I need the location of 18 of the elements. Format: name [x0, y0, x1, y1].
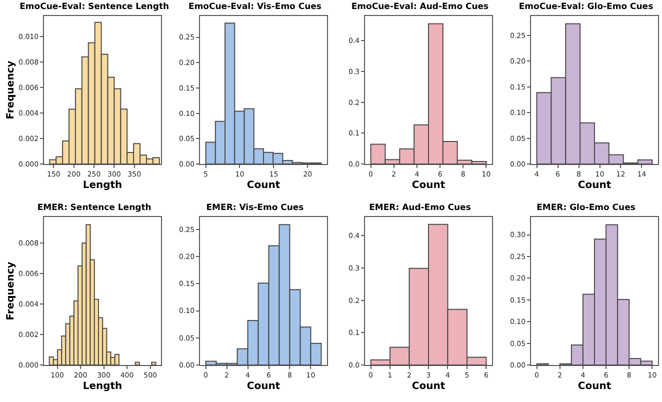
- x-axis-title: Count: [577, 180, 611, 191]
- x-axis-title: Count: [412, 180, 446, 191]
- chart-title: EmoCue-Eval: Sentence Length: [20, 2, 170, 12]
- x-axis-title: Count: [246, 180, 280, 191]
- y-axis-title: Frequency: [6, 261, 17, 320]
- x-axis-title: Count: [412, 380, 446, 392]
- chart-title: EMER: Vis-Emo Cues: [206, 202, 304, 213]
- x-axis-title: Length: [82, 380, 122, 392]
- chart-title: EMER: Sentence Length: [37, 202, 152, 213]
- x-axis-title: Length: [82, 180, 122, 191]
- x-axis-title: Count: [577, 380, 611, 392]
- chart-title: EmoCue-Eval: Vis-Emo Cues: [188, 2, 321, 12]
- chart-title: EMER: Aud-Emo Cues: [369, 202, 471, 213]
- chart-title: EMER: Glo-Emo Cues: [536, 202, 635, 213]
- y-axis-title: Frequency: [6, 60, 17, 120]
- x-axis-title: Count: [246, 380, 280, 392]
- chart-title: EmoCue-Eval: Aud-Emo Cues: [351, 2, 489, 12]
- chart-title: EmoCue-Eval: Glo-Emo Cues: [518, 2, 653, 12]
